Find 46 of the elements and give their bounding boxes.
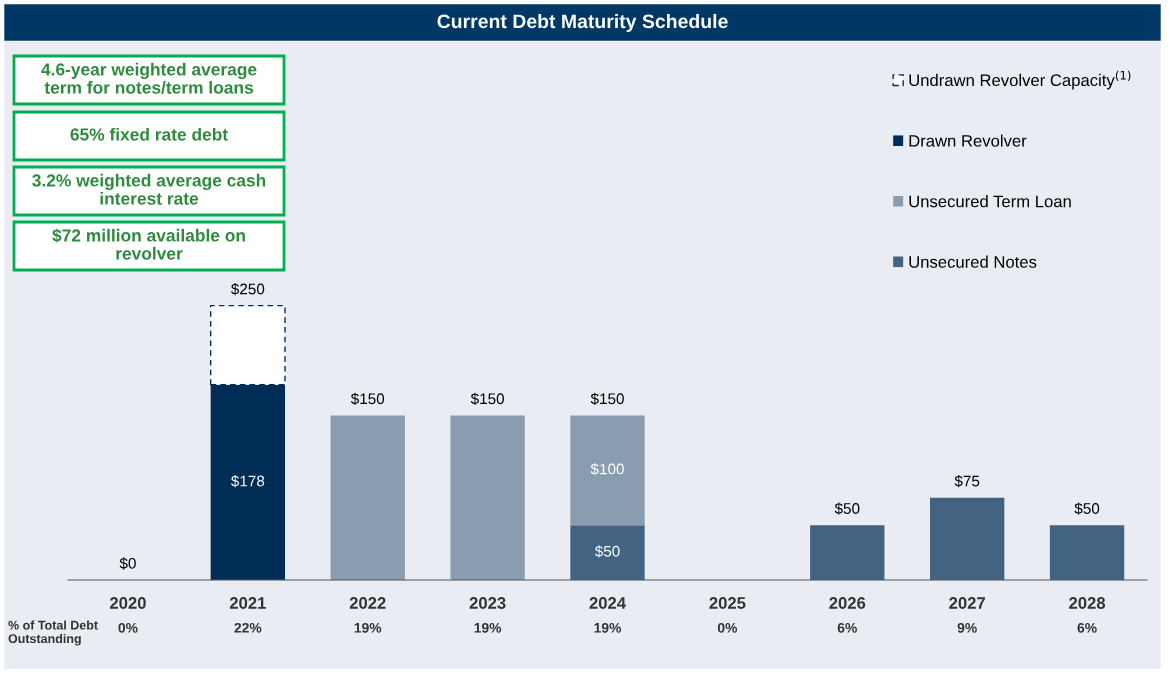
bar [570, 415, 645, 526]
bar [930, 497, 1005, 580]
text: 19% [354, 622, 382, 633]
data-label: $178 [231, 474, 265, 488]
text: $72 million available on revolver [52, 228, 245, 260]
total-label: $50 [1074, 502, 1100, 515]
bar [450, 415, 525, 580]
legend-label: Drawn Revolver [909, 134, 1027, 147]
chart-title: Current Debt Maturity Schedule [437, 13, 728, 33]
x-tick-label: 2026 [829, 597, 866, 609]
total-label: $150 [590, 392, 624, 406]
total-label: $0 [119, 557, 136, 570]
bar [1049, 525, 1125, 580]
x-tick-label: 2025 [709, 597, 746, 609]
x-tick-label: 2024 [589, 597, 626, 609]
total-label: $150 [470, 392, 505, 406]
data-label: $50 [594, 545, 620, 558]
data-label: $100 [590, 462, 624, 476]
x-tick-label: 2021 [229, 597, 266, 609]
x-tick-label: 2028 [1069, 597, 1106, 609]
legend-label: Unsecured Notes [909, 255, 1037, 268]
text: 6% [1077, 622, 1097, 633]
text: % of Total Debt Outstanding [8, 620, 98, 646]
x-tick-label: 2023 [469, 597, 506, 609]
legend-label: Unsecured Term Loan [909, 195, 1071, 208]
x-tick-label: 2027 [949, 597, 985, 609]
total-label: $250 [231, 282, 265, 296]
x-tick-label: 2022 [349, 597, 386, 609]
bar [570, 525, 645, 580]
text: 9% [957, 622, 977, 633]
total-label: $50 [834, 502, 860, 515]
bar [330, 415, 405, 580]
legend-label: Undrawn Revolver Capacity$^{(1)}$ [909, 70, 1131, 90]
total-label: $75 [954, 474, 980, 488]
text: 0% [717, 622, 738, 633]
text: 19% [594, 622, 622, 633]
text: 19% [474, 622, 502, 633]
text: 4.6-year weighted average term for notes/term loans [41, 62, 257, 94]
text: 6% [837, 622, 857, 633]
total-label: $150 [350, 392, 385, 406]
text: 22% [234, 622, 262, 633]
text: 3.2% weighted average cash interest rate [32, 173, 266, 205]
bar [810, 525, 885, 580]
x-tick-label: 2020 [109, 597, 146, 609]
text: 0% [118, 622, 138, 633]
text: 65% fixed rate debt [70, 127, 228, 141]
